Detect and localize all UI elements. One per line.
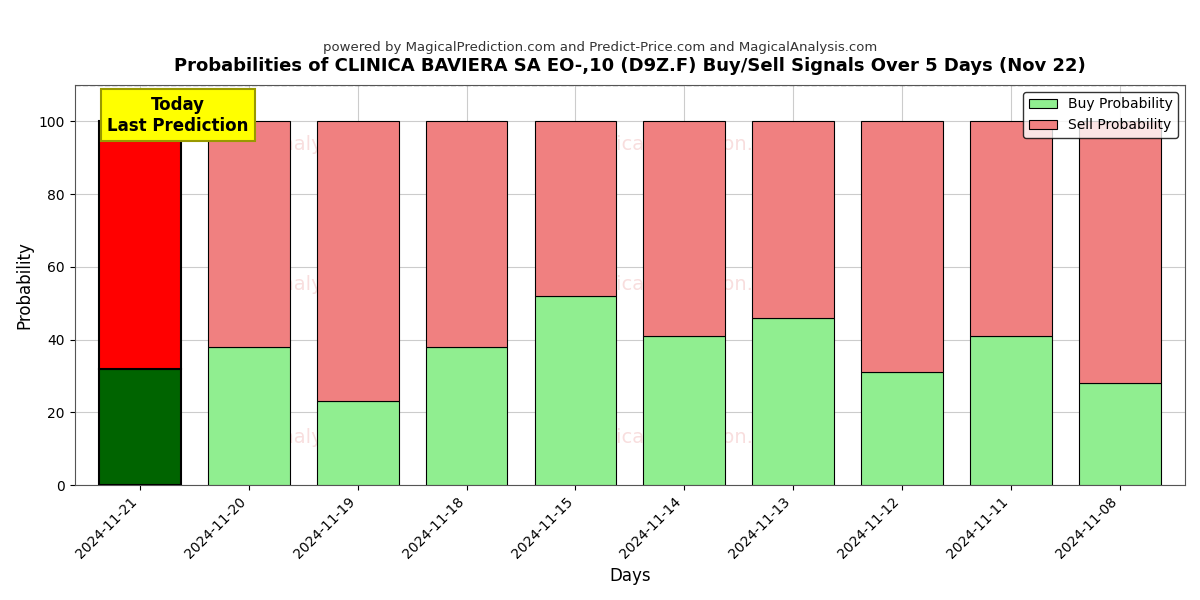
Text: Today
Last Prediction: Today Last Prediction (107, 96, 248, 134)
Bar (1079, 121, 1160, 383)
Bar (643, 121, 725, 336)
Bar (100, 368, 181, 485)
Bar (862, 372, 943, 485)
Bar (752, 121, 834, 318)
X-axis label: Days: Days (610, 567, 650, 585)
Bar (534, 296, 617, 485)
Text: MagicalPrediction.com: MagicalPrediction.com (576, 428, 796, 446)
Text: calAnalysis.com: calAnalysis.com (241, 275, 397, 295)
Bar (534, 121, 617, 296)
Legend: Buy Probability, Sell Probability: Buy Probability, Sell Probability (1024, 92, 1178, 138)
Y-axis label: Probability: Probability (16, 241, 34, 329)
Text: powered by MagicalPrediction.com and Predict-Price.com and MagicalAnalysis.com: powered by MagicalPrediction.com and Pre… (323, 41, 877, 54)
Bar (1079, 383, 1160, 485)
Text: calAnalysis.com: calAnalysis.com (241, 428, 397, 446)
Text: MagicalPrediction.com: MagicalPrediction.com (576, 275, 796, 295)
Bar (426, 121, 508, 347)
Text: calAnalysis.com: calAnalysis.com (241, 136, 397, 154)
Bar (752, 318, 834, 485)
Bar (317, 401, 398, 485)
Bar (208, 121, 289, 347)
Bar (317, 121, 398, 401)
Bar (208, 347, 289, 485)
Bar (862, 121, 943, 372)
Bar (970, 121, 1051, 336)
Title: Probabilities of CLINICA BAVIERA SA EO-,10 (D9Z.F) Buy/Sell Signals Over 5 Days : Probabilities of CLINICA BAVIERA SA EO-,… (174, 57, 1086, 75)
Bar (643, 336, 725, 485)
Bar (970, 336, 1051, 485)
Bar (100, 121, 181, 368)
Bar (426, 347, 508, 485)
Text: MagicalPrediction.com: MagicalPrediction.com (576, 136, 796, 154)
